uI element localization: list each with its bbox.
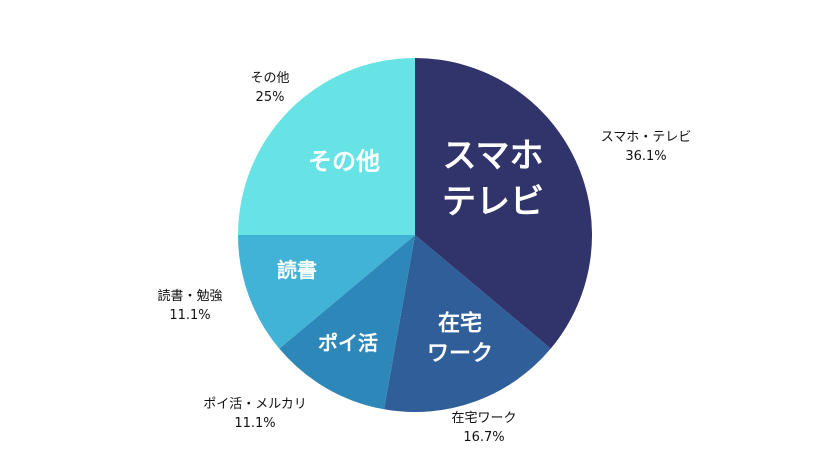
slice-outer-label-4: その他 25%	[250, 71, 289, 105]
slice-inner-label-line: その他	[308, 147, 380, 175]
slice-inner-label-line: 読書	[277, 258, 317, 282]
slice-inner-label-2: ポイ活	[318, 331, 378, 355]
pie-slice-3	[237, 235, 415, 349]
slice-percent: 11.1%	[234, 416, 275, 431]
slice-percent: 16.7%	[463, 430, 504, 445]
slice-name: ポイ活・メルカリ	[203, 397, 307, 412]
pie-slice-2	[279, 235, 415, 410]
slice-inner-label-line: テレビ	[442, 182, 544, 222]
slice-name: スマホ・テレビ	[601, 130, 692, 145]
slice-inner-label-1: 在宅ワーク	[427, 311, 493, 367]
pie-slice-4	[238, 58, 415, 235]
slice-outer-label-3: 読書・勉強 11.1%	[157, 288, 222, 323]
slice-inner-label-line: ワーク	[427, 342, 493, 367]
slice-name: 在宅ワーク	[451, 411, 516, 426]
pie-slices	[237, 58, 592, 412]
pie-slice-1	[384, 235, 551, 412]
slice-inner-label-line: ポイ活	[318, 331, 378, 355]
slice-inner-label-3: 読書	[277, 258, 317, 282]
slice-outer-label-1: 在宅ワーク 16.7%	[451, 411, 516, 445]
slice-percent: 36.1%	[625, 149, 666, 164]
outer-labels: スマホ・テレビ 36.1%在宅ワーク 16.7%ポイ活・メルカリ 11.1%読書・勉強…	[157, 71, 691, 445]
slice-inner-label-line: 在宅	[438, 311, 482, 337]
slice-percent: 25%	[256, 90, 285, 105]
slice-name: 読書・勉強	[157, 288, 222, 304]
slice-name: その他	[250, 71, 289, 86]
pie-slice-0	[415, 58, 592, 349]
slice-inner-label-0: スマホテレビ	[442, 136, 544, 222]
slice-inner-label-line: スマホ	[443, 136, 544, 176]
slice-inner-label-4: その他	[308, 147, 380, 175]
slice-outer-label-2: ポイ活・メルカリ 11.1%	[203, 397, 307, 431]
slice-outer-label-0: スマホ・テレビ 36.1%	[601, 130, 692, 164]
slice-percent: 11.1%	[169, 308, 210, 323]
